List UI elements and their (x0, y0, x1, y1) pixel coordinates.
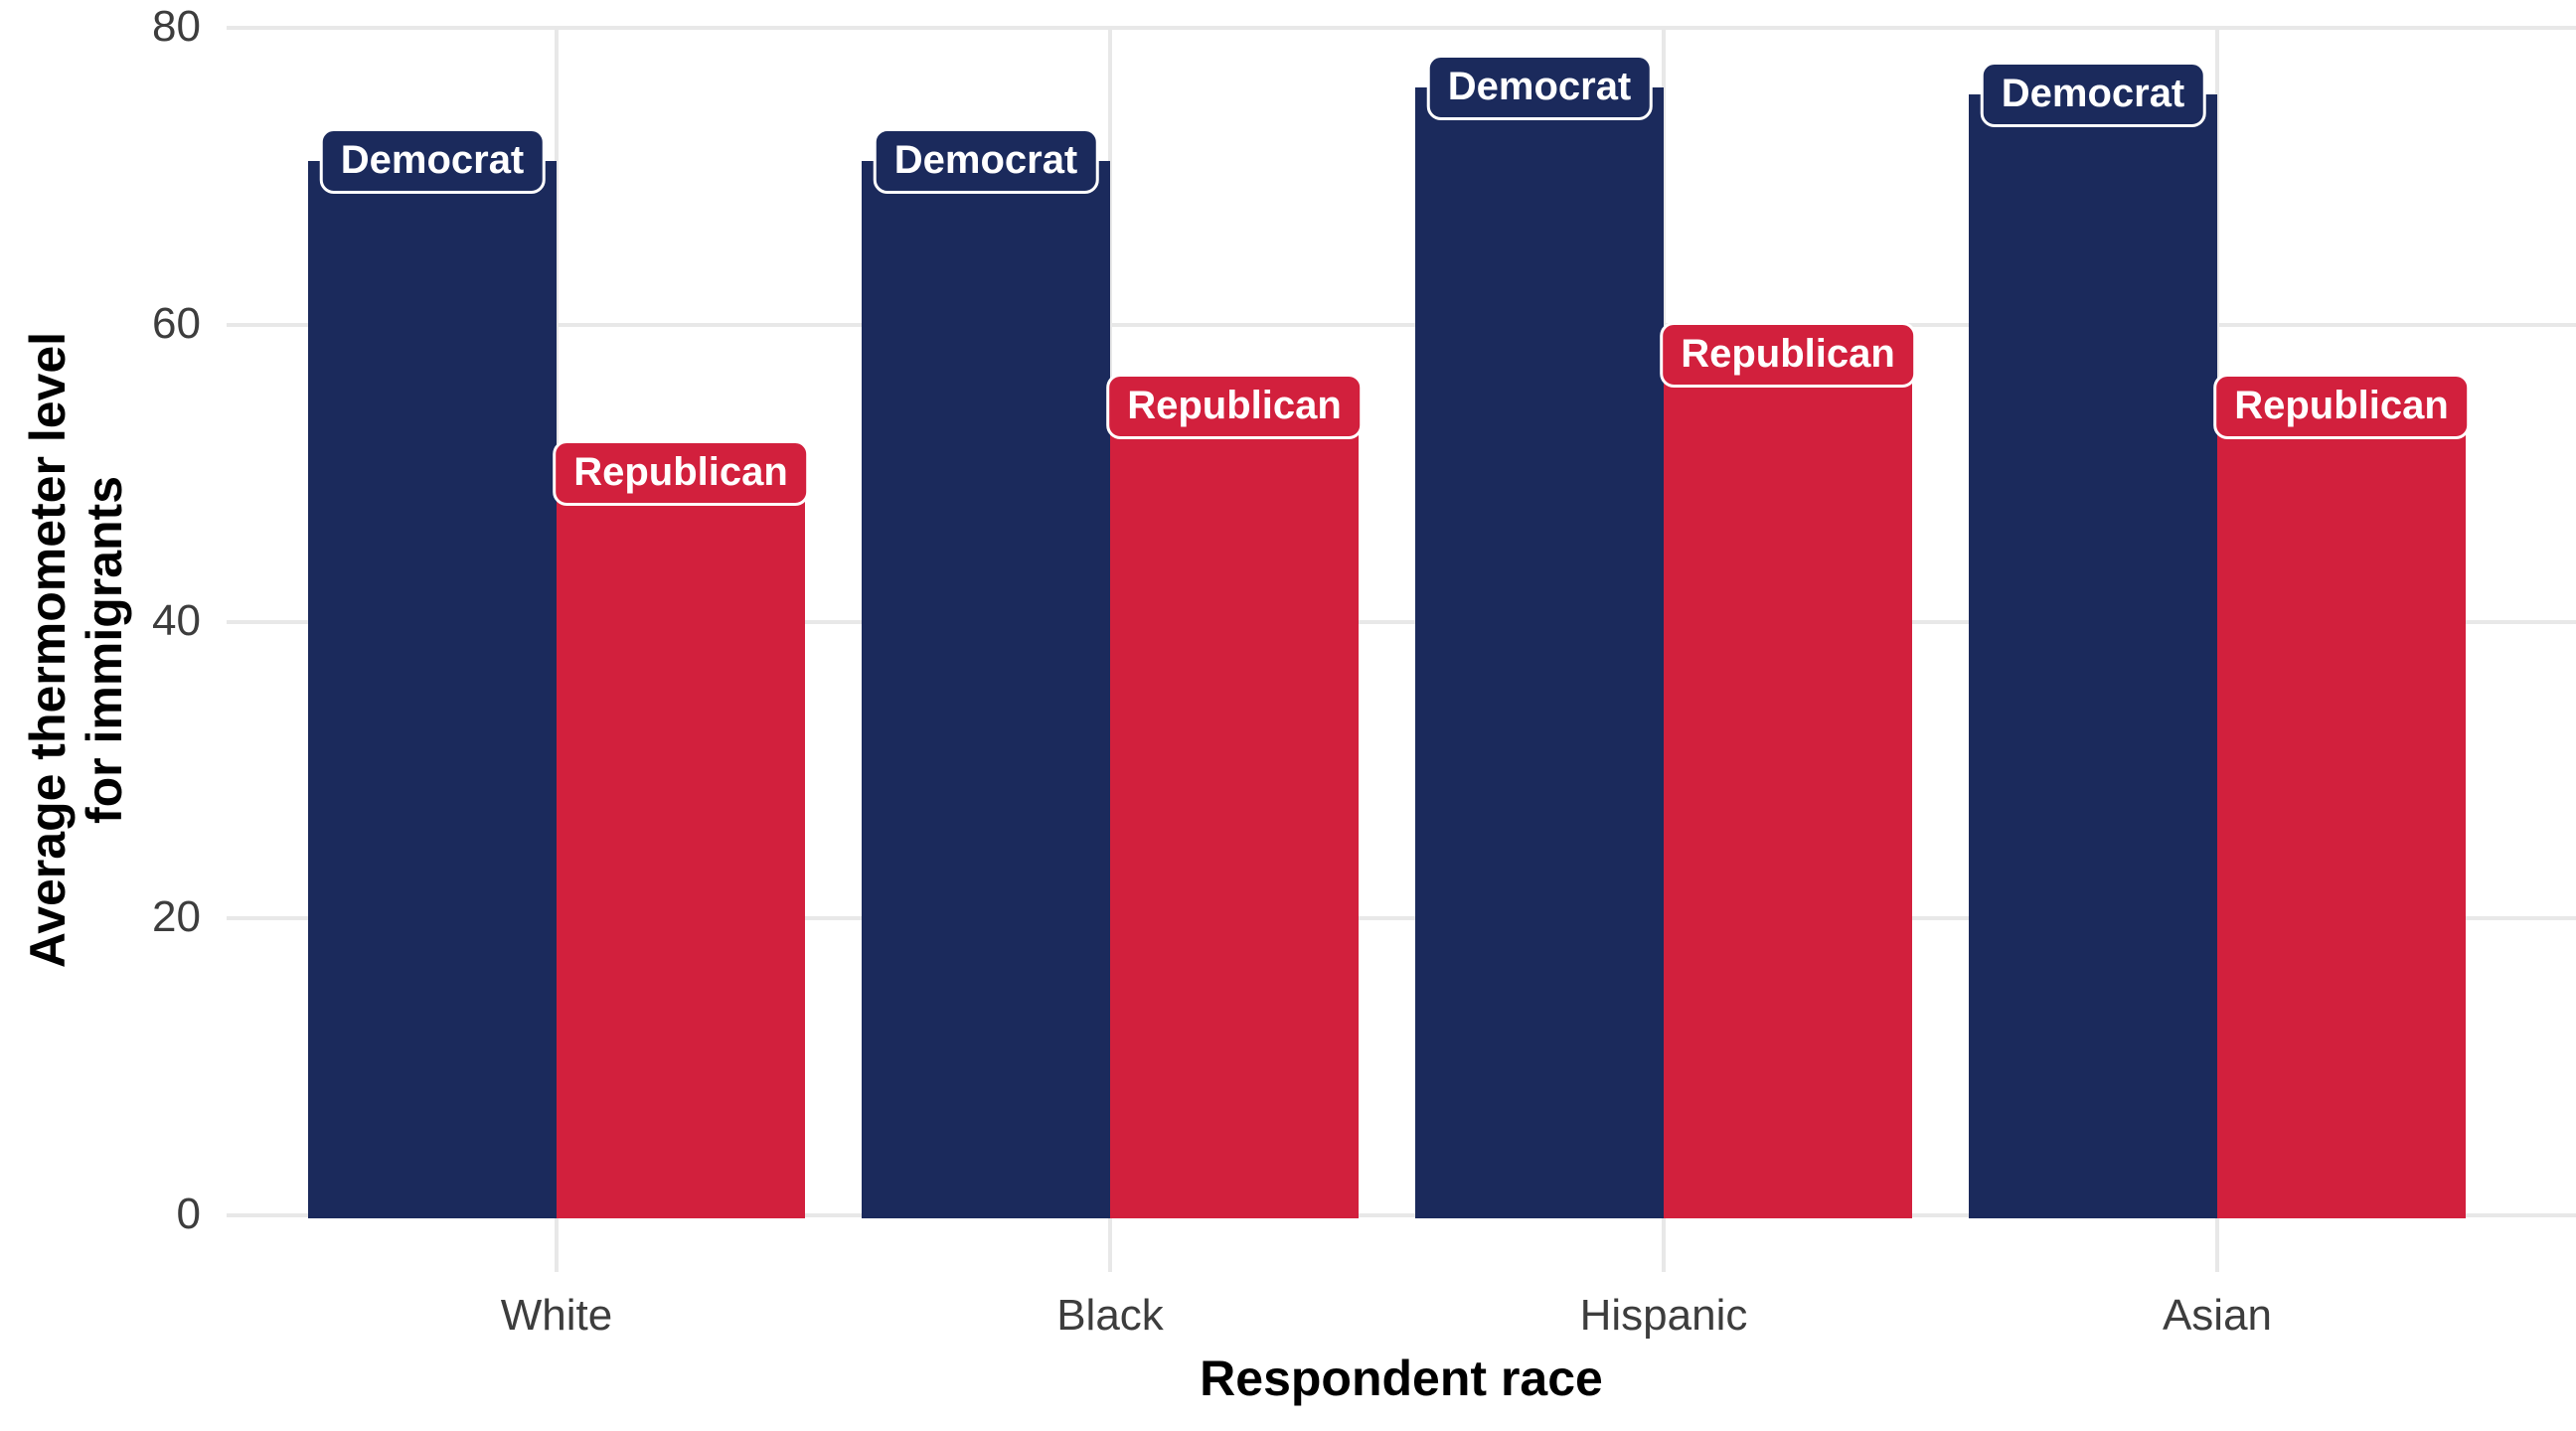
bar-republican-white (557, 473, 805, 1218)
y-gridline (227, 916, 2576, 921)
bar-label-democrat: Democrat (1426, 54, 1653, 120)
y-gridline (227, 619, 2576, 624)
bar-democrat-black (862, 161, 1110, 1218)
x-axis-title: Respondent race (1200, 1351, 1603, 1406)
bar-republican-asian (2217, 405, 2466, 1218)
bar-label-democrat: Democrat (1980, 62, 2206, 128)
y-tick-label: 60 (152, 298, 201, 348)
bar-label-republican: Republican (1106, 373, 1363, 439)
x-tick-label: Asian (2162, 1291, 2273, 1340)
bar-label-democrat: Democrat (319, 128, 546, 195)
y-tick-label: 40 (152, 595, 201, 645)
y-tick-label: 0 (176, 1190, 201, 1239)
x-tick-label: Hispanic (1579, 1291, 1748, 1340)
bar-democrat-hispanic (1415, 86, 1664, 1218)
bar-label-republican: Republican (553, 440, 809, 507)
y-gridline (227, 322, 2576, 327)
x-tick-label: Black (1056, 1291, 1164, 1340)
bar-democrat-white (308, 161, 557, 1218)
bar-label-democrat: Democrat (873, 128, 1099, 195)
bar-republican-black (1110, 405, 1359, 1218)
y-tick-label: 80 (152, 2, 201, 52)
bar-republican-hispanic (1664, 354, 1912, 1218)
y-gridline (227, 1213, 2576, 1217)
bar-label-republican: Republican (2213, 373, 2470, 439)
y-gridline (227, 26, 2576, 30)
y-tick-label: 20 (152, 892, 201, 942)
y-axis-title: Average thermometer level for immigrants (20, 332, 133, 968)
x-tick-label: White (500, 1291, 613, 1340)
bar-label-republican: Republican (1660, 321, 1916, 388)
bar-democrat-asian (1969, 94, 2217, 1218)
y-axis-title-line2: for immigrants (77, 475, 132, 825)
y-axis-title-line1: Average thermometer level (20, 331, 76, 969)
